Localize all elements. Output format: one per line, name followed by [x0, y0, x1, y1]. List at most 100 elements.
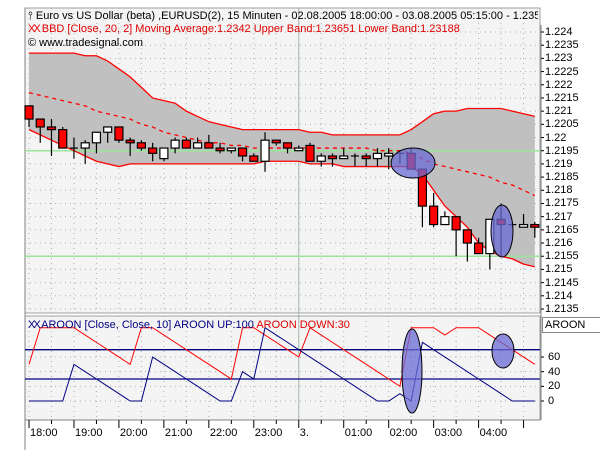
x-tick-label: 04:00: [479, 427, 508, 439]
x-tick-label: 20:00: [119, 427, 148, 439]
candle: [58, 126, 68, 149]
candle-body: [429, 205, 439, 226]
candle-body: [193, 142, 203, 149]
chart-title-text: Euro vs US Dollar (beta) ,EURUSD(2), 15 …: [35, 10, 538, 22]
aroon-axis-label: AROON: [542, 317, 600, 333]
highlight-ellipse: [390, 147, 436, 179]
candle-body: [260, 139, 270, 162]
candle-body: [103, 126, 113, 133]
aroon-pane: [24, 315, 541, 421]
candle-body: [327, 155, 338, 160]
candle-body: [204, 142, 214, 149]
candle-body: [35, 118, 45, 128]
x-tick-label: 3.: [299, 427, 309, 439]
candle-body: [24, 105, 34, 120]
candle-body: [451, 216, 461, 231]
candle: [159, 147, 169, 162]
candle: [24, 105, 34, 127]
y-tick-label: 1.2225: [545, 65, 579, 78]
aroon-legend-text: AROON [Close, Close, 10] AROON UP:100: [41, 319, 254, 331]
candle: [361, 153, 371, 167]
candle: [530, 221, 540, 238]
highlight-ellipse: [491, 333, 515, 369]
candle: [249, 153, 259, 162]
bollinger-band-fill: [29, 53, 535, 267]
aroon-legend[interactable]: XX AROON [Close, Close, 10] AROON UP:100…: [28, 319, 350, 332]
candle: [350, 153, 359, 167]
aroon-up-line: [29, 326, 535, 402]
candle-body: [294, 147, 304, 152]
aroon-y-tick-label: 20: [548, 380, 561, 393]
y-tick-label: 1.222: [545, 78, 573, 91]
highlight-ellipse: [490, 204, 514, 258]
bollinger-middle-line: [28, 92, 536, 197]
y-tick-label: 1.2195: [545, 144, 579, 157]
candle: [204, 134, 214, 149]
bollinger-legend-text: BBD [Close, 20, 2] Moving Average:1.2342…: [41, 23, 460, 35]
candle: [339, 148, 349, 160]
y-tick-label: 1.224: [545, 26, 573, 38]
candle: [282, 142, 293, 154]
candle: [69, 137, 78, 159]
candle: [35, 118, 45, 143]
bollinger-legend[interactable]: XX BBD [Close, 20, 2] Moving Average:1.2…: [28, 23, 460, 36]
candle-body: [249, 155, 259, 162]
xx-indicator-icon: XX: [28, 23, 41, 35]
x-tick-label: 18:00: [30, 427, 58, 439]
candle: [91, 131, 102, 154]
candle-body: [518, 223, 529, 228]
y-tick-label: 1.2175: [545, 197, 579, 210]
y-tick-label: 1.215: [545, 263, 573, 276]
candle-body: [316, 155, 326, 162]
candle-body: [237, 147, 248, 157]
candle: [372, 148, 383, 167]
candle: [271, 139, 281, 146]
candle-body: [125, 139, 135, 144]
candle: [237, 147, 248, 162]
y-tick-label: 1.216: [545, 237, 573, 250]
highlight-ellipse: [401, 328, 423, 414]
candle: [125, 137, 135, 156]
candle: [215, 142, 225, 154]
candle-body: [114, 126, 124, 141]
candle-body: [305, 144, 315, 162]
chart-title: ⫯ Euro vs US Dollar (beta) ,EURUSD(2), 1…: [28, 10, 538, 23]
y-tick-label: 1.2205: [545, 118, 579, 131]
x-tick-label: 19:00: [74, 427, 103, 439]
candle: [462, 229, 472, 262]
candle-body: [226, 147, 236, 152]
y-tick-label: 1.2145: [545, 276, 579, 289]
candle: [429, 192, 439, 228]
candle-body: [80, 142, 90, 149]
candle-body: [46, 126, 57, 131]
candle: [103, 126, 113, 143]
candle: [316, 153, 326, 167]
candle-body: [181, 139, 191, 149]
candle: [80, 140, 90, 164]
candle: [451, 216, 461, 257]
aroon-y-tick-label: 40: [548, 365, 561, 378]
y-tick-label: 1.2215: [545, 91, 579, 104]
bollinger-upper-line: [29, 52, 535, 136]
y-tick-label: 1.2185: [545, 171, 579, 184]
candle-body: [339, 155, 349, 160]
y-tick-label: 1.2165: [545, 223, 579, 236]
candle: [518, 214, 529, 228]
x-tick-label: 22:00: [209, 427, 238, 439]
candle-body: [361, 155, 371, 160]
bollinger-lower-line: [28, 129, 535, 268]
candle-body: [215, 147, 225, 152]
y-tick-label: 1.2155: [545, 250, 579, 263]
candle: [384, 148, 394, 170]
candle: [440, 211, 450, 226]
aroon-down-line: [28, 326, 536, 388]
x-tick-label: 01:00: [344, 427, 373, 439]
candle-body: [159, 147, 169, 160]
candle: [305, 142, 315, 162]
y-tick-label: 1.219: [545, 157, 573, 170]
x-tick-label: 02:00: [389, 427, 418, 439]
aroon-y-tick-label: 60: [548, 351, 561, 364]
aroon-y-tick-label: 0: [548, 395, 555, 407]
